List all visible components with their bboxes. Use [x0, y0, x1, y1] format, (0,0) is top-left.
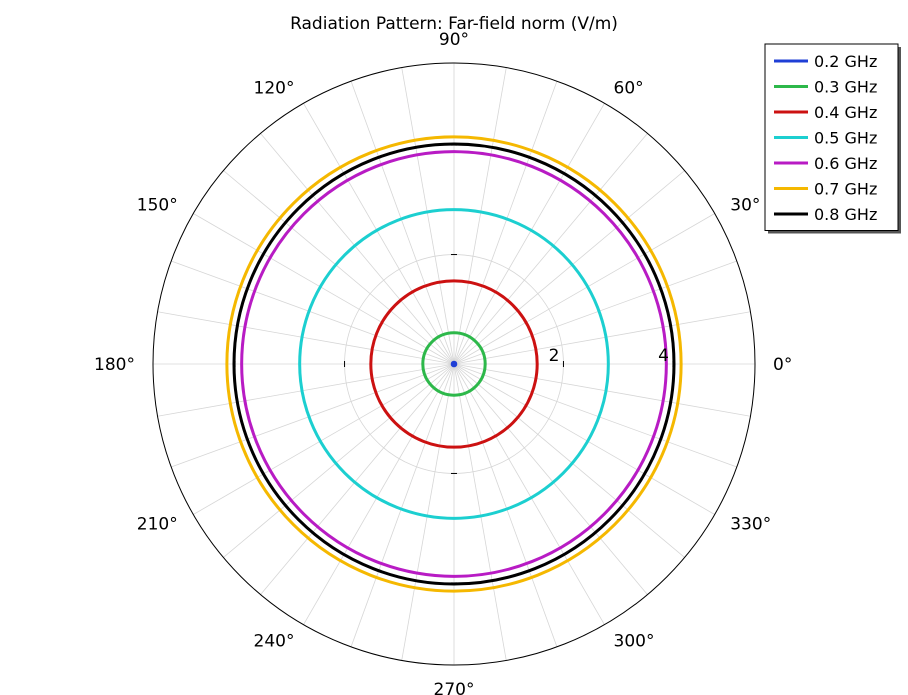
series-line [369, 279, 539, 449]
angular-gridline [453, 363, 507, 661]
angular-gridline [453, 67, 507, 365]
angle-tick-label: 180° [94, 355, 135, 375]
legend-label: 0.2 GHz [814, 52, 877, 71]
angle-tick-label: 270° [434, 680, 475, 695]
polar-grid [152, 62, 756, 666]
angular-gridline [453, 363, 648, 595]
angular-gridline [260, 133, 455, 365]
angular-gridline [453, 311, 751, 365]
angular-gridline [350, 363, 455, 647]
angular-gridline [453, 260, 737, 365]
series-line [225, 135, 683, 593]
angle-tick-label: 30° [730, 196, 760, 216]
angular-gridline [453, 170, 685, 365]
angular-gridline [193, 363, 455, 515]
series-line [240, 150, 668, 578]
legend: 0.2 GHz 0.3 GHz 0.4 GHz 0.5 GHz 0.6 GHz 0.7 G… [764, 43, 901, 234]
series-group [225, 135, 683, 593]
angle-tick-label: 90° [439, 30, 469, 50]
angular-gridline [453, 103, 605, 365]
angular-gridline [350, 81, 455, 365]
series-line [450, 360, 458, 368]
legend-label: 0.4 GHz [814, 103, 877, 122]
polar-boundary [152, 62, 756, 666]
legend-label: 0.3 GHz [814, 78, 877, 97]
angle-tick-label: 210° [137, 515, 178, 535]
legend-label: 0.7 GHz [814, 180, 877, 199]
legend-label: 0.5 GHz [814, 129, 877, 148]
angular-gridline [303, 103, 455, 365]
series-line [421, 331, 487, 397]
angle-tick-label: 150° [137, 196, 178, 216]
angular-gridline [223, 363, 455, 558]
angular-gridline [453, 363, 605, 625]
angle-tick-label: 120° [254, 79, 295, 99]
angular-gridline [453, 213, 715, 365]
angle-tick-label: 240° [254, 631, 295, 651]
angular-gridline [171, 260, 455, 365]
angular-gridline [303, 363, 455, 625]
radial-tick-label: 2 [549, 346, 560, 366]
angular-gridline [401, 67, 455, 365]
angular-gridline [157, 363, 455, 417]
angular-gridline [453, 133, 648, 365]
angular-gridline [453, 363, 685, 558]
angular-gridline [171, 363, 455, 468]
legend-label: 0.6 GHz [814, 154, 877, 173]
series-line [232, 142, 676, 586]
radial-tick-label: 4 [658, 346, 669, 366]
tick-label-group: 0° 30° 60° 90° 120° 150° 180° 210° 240° 270° 300° 3… [94, 30, 792, 695]
angular-gridline [453, 363, 558, 647]
angular-gridline [157, 311, 455, 365]
angular-gridline [193, 213, 455, 365]
angle-tick-label: 60° [614, 79, 644, 99]
angular-gridline [453, 363, 715, 515]
angular-gridline [453, 363, 751, 417]
angle-tick-label: 0° [773, 355, 792, 375]
angle-tick-label: 300° [614, 631, 655, 651]
series-line [298, 208, 610, 520]
legend-label: 0.8 GHz [814, 205, 877, 224]
angular-gridline [401, 363, 455, 661]
chart-title: Radiation Pattern: Far-field norm (V/m) [290, 14, 618, 34]
angle-tick-label: 330° [730, 515, 771, 535]
angular-gridline [453, 81, 558, 365]
angular-gridline [260, 363, 455, 595]
angular-gridline [223, 170, 455, 365]
angular-gridline [453, 363, 737, 468]
